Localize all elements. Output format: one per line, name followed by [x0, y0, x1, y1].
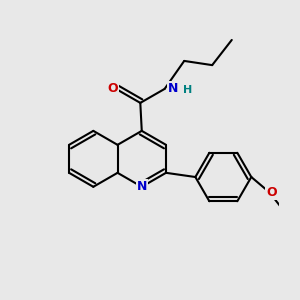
Text: H: H: [183, 85, 192, 95]
Text: N: N: [136, 180, 147, 193]
Text: O: O: [108, 82, 118, 95]
Text: N: N: [168, 82, 179, 95]
Text: O: O: [266, 186, 277, 199]
